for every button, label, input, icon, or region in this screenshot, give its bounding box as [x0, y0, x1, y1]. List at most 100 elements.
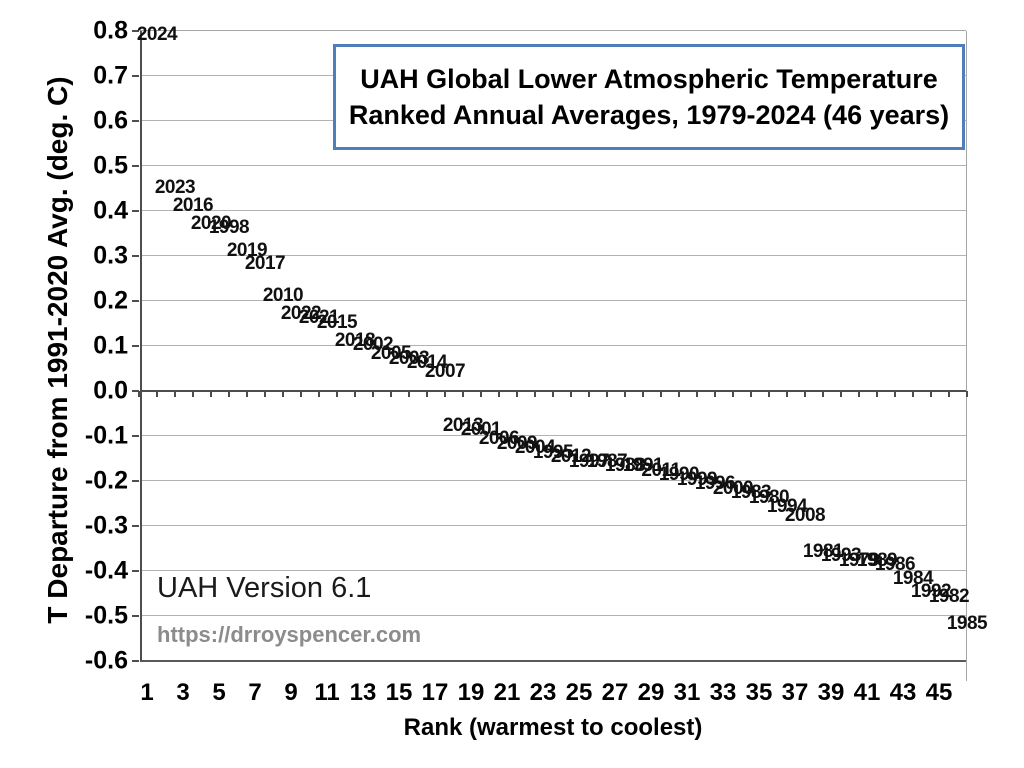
- x-tick-label: 19: [457, 679, 485, 706]
- bar-year-label: 1992: [910, 581, 952, 602]
- zero-axis-tick: [912, 391, 914, 397]
- zero-axis-tick: [552, 391, 554, 397]
- zero-axis-tick: [480, 391, 482, 397]
- zero-axis-tick: [660, 391, 662, 397]
- x-tick-label: 25: [565, 679, 593, 706]
- bar-year-label: 2020: [190, 212, 232, 234]
- zero-axis-tick: [642, 391, 644, 397]
- bar-year-label: 2019: [226, 239, 268, 261]
- y-axis-tick: [132, 570, 139, 572]
- y-axis-tick: [132, 210, 139, 212]
- bar-year-label: 1985: [946, 612, 988, 634]
- bar-year-label: 1984: [892, 567, 934, 589]
- zero-axis-tick: [228, 391, 230, 397]
- y-tick-label: -0.1: [84, 421, 128, 450]
- x-tick-label: 5: [212, 679, 226, 706]
- zero-axis-tick: [516, 391, 518, 397]
- x-axis-title: Rank (warmest to coolest): [403, 714, 703, 741]
- y-gridline: [140, 345, 966, 346]
- zero-axis-tick: [174, 391, 176, 397]
- x-tick-label: 11: [314, 679, 340, 706]
- zero-axis-tick: [426, 391, 428, 397]
- x-tick-label: 33: [709, 679, 737, 706]
- zero-axis-tick: [246, 391, 248, 397]
- bar-year-label: 2022: [280, 302, 322, 324]
- zero-axis-tick: [804, 391, 806, 397]
- zero-axis-tick: [840, 391, 842, 397]
- x-tick-label: 7: [248, 679, 262, 706]
- bar-year-label: 2011: [641, 459, 681, 481]
- y-tick-label: 0.5: [93, 151, 128, 180]
- zero-axis-tick: [462, 391, 464, 397]
- y-axis-tick: [132, 255, 139, 257]
- bar-year-label: 2014: [406, 352, 448, 373]
- bar-year-label: 2003: [388, 347, 430, 369]
- x-tick-label: 27: [601, 679, 629, 706]
- bar-year-label: 2021: [298, 307, 340, 328]
- x-tick-label: 37: [781, 679, 809, 706]
- zero-axis-tick: [876, 391, 878, 397]
- bar-year-label: 1991: [622, 455, 664, 476]
- zero-axis-tick: [750, 391, 752, 397]
- zero-axis-tick: [732, 391, 734, 397]
- bar-year-label: 1996: [694, 473, 736, 494]
- bar-year-label: 2007: [424, 361, 466, 382]
- y-tick-label: 0.1: [93, 331, 128, 360]
- bar-year-label: 1998: [208, 217, 250, 238]
- bar-year-label: 1994: [766, 495, 808, 517]
- bar-year-label: 1989: [856, 549, 898, 571]
- bar-year-label: 1979: [838, 549, 880, 571]
- y-axis-tick: [132, 435, 139, 437]
- x-tick-label: 3: [176, 679, 190, 706]
- x-tick-label: 35: [745, 679, 773, 706]
- zero-axis-tick: [624, 391, 626, 397]
- y-tick-label: 0.8: [93, 16, 128, 45]
- zero-axis-tick: [498, 391, 500, 397]
- zero-axis-tick: [714, 391, 716, 397]
- bar-year-label: 2008: [784, 504, 826, 526]
- zero-axis-tick: [138, 391, 140, 397]
- chart-title-line-2: Ranked Annual Averages, 1979-2024 (46 ye…: [348, 100, 950, 130]
- version-annotation: UAH Version 6.1: [157, 572, 372, 604]
- zero-axis-tick: [786, 391, 788, 397]
- bar-year-label: 2002: [352, 334, 394, 355]
- y-gridline: [140, 570, 966, 571]
- zero-axis-tick: [156, 391, 158, 397]
- bar-year-label: 2004: [514, 437, 556, 458]
- y-axis-tick: [132, 390, 139, 392]
- y-gridline: [140, 480, 966, 481]
- zero-axis-tick: [192, 391, 194, 397]
- bar-year-label: 1981: [802, 540, 844, 562]
- y-axis-tick: [132, 525, 139, 527]
- x-tick-label: 23: [529, 679, 557, 706]
- bar-year-label: 2015: [316, 311, 358, 333]
- y-tick-label: -0.2: [84, 466, 128, 495]
- y-tick-label: 0.3: [93, 241, 128, 270]
- y-axis-line: [140, 31, 142, 661]
- bar-year-label: 1980: [748, 486, 790, 508]
- y-axis-tick: [132, 300, 139, 302]
- y-gridline: [140, 525, 966, 526]
- bar-year-label: 2017: [244, 253, 286, 274]
- x-tick-label: 29: [637, 679, 665, 706]
- zero-axis-tick: [930, 391, 932, 397]
- x-tick-label: 9: [284, 679, 298, 706]
- y-axis-tick: [132, 120, 139, 122]
- y-gridline: [140, 255, 966, 256]
- zero-axis-tick: [444, 391, 446, 397]
- zero-axis-tick: [894, 391, 896, 397]
- zero-axis-tick: [354, 391, 356, 397]
- zero-axis-tick: [264, 391, 266, 397]
- y-gridline: [140, 165, 966, 166]
- bar-year-label: 2009: [496, 432, 538, 454]
- chart-title-box: UAH Global Lower Atmospheric Temperature…: [333, 44, 965, 150]
- url-annotation: https://drroyspencer.com: [157, 622, 422, 647]
- y-gridline: [140, 660, 966, 662]
- bar-year-label: 1983: [730, 482, 772, 503]
- y-tick-label: -0.4: [84, 556, 128, 585]
- bar-year-label: 2010: [262, 284, 304, 306]
- zero-axis-tick: [570, 391, 572, 397]
- zero-axis-tick: [534, 391, 536, 397]
- bar-year-label: 2000: [712, 477, 754, 499]
